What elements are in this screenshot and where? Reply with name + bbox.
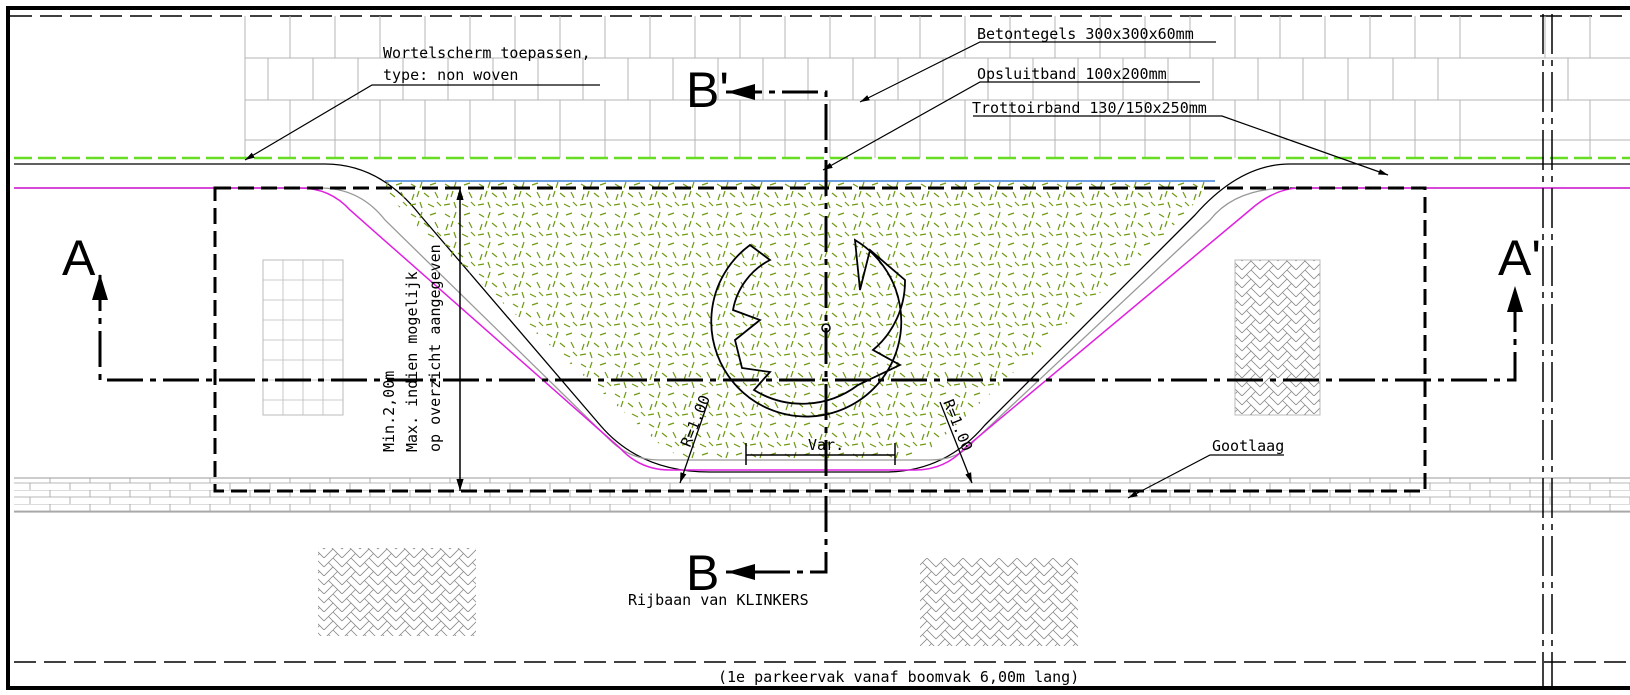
section-a-arrow-left — [92, 274, 108, 300]
dim-min-label: Min.2,00m — [380, 371, 398, 452]
magenta-boundary-line — [14, 187, 1630, 471]
sidewalk-tiles — [244, 16, 1630, 158]
herringbone-patch-road-right — [920, 558, 1078, 646]
var-label: Var. — [808, 436, 844, 454]
herringbone-patch-road-left — [318, 548, 476, 636]
trottoirband-label: Trottoirband 130/150x250mm — [972, 99, 1207, 117]
radius-left-leader — [679, 401, 709, 484]
section-a-prime-label: A' — [1498, 230, 1541, 286]
tree-pit-grass — [380, 181, 1215, 460]
root-screen-leader — [244, 84, 600, 161]
gootlaag-bricks — [14, 477, 1630, 513]
gootlaag-leader — [1127, 454, 1284, 499]
pit-dashed-outline — [213, 186, 1427, 493]
opsluitband-label: Opsluitband 100x200mm — [977, 65, 1167, 83]
section-a-label: A — [62, 230, 96, 286]
dim-max-label: Max. indien mogelijk — [403, 271, 421, 452]
section-a-arrow-right — [1507, 286, 1523, 312]
drawing-frame — [6, 6, 1630, 690]
section-line-a — [98, 275, 1517, 382]
tree-crown-outline — [710, 238, 906, 418]
section-b-prime-label: B' — [686, 62, 729, 118]
section-b-arrow — [727, 564, 755, 580]
gootlaag-label: Gootlaag — [1212, 437, 1284, 455]
var-dimension — [745, 443, 896, 465]
dim-overview-label: op overzicht aangegeven — [426, 244, 444, 452]
root-screen-label: Wortelscherm toepassen, — [383, 44, 591, 62]
section-b-label: B — [686, 545, 719, 601]
parking-note: (1e parkeervak vanaf boomvak 6,00m lang) — [718, 668, 1079, 686]
section-b-prime-arrow — [727, 84, 755, 100]
brick-patch-left-lines — [263, 260, 343, 415]
opsluitband-leader — [822, 81, 1200, 171]
tiles-leader — [859, 41, 1216, 103]
tree-center-mark — [821, 323, 831, 333]
herringbone-patch-right — [1234, 259, 1321, 416]
trottoirband-leader — [973, 115, 1389, 176]
radius-right-leader — [939, 401, 973, 484]
root-screen-type-label: type: non woven — [383, 66, 518, 84]
road-label: Rijbaan van KLINKERS — [628, 591, 809, 609]
tiles-label: Betontegels 300x300x60mm — [977, 25, 1194, 43]
